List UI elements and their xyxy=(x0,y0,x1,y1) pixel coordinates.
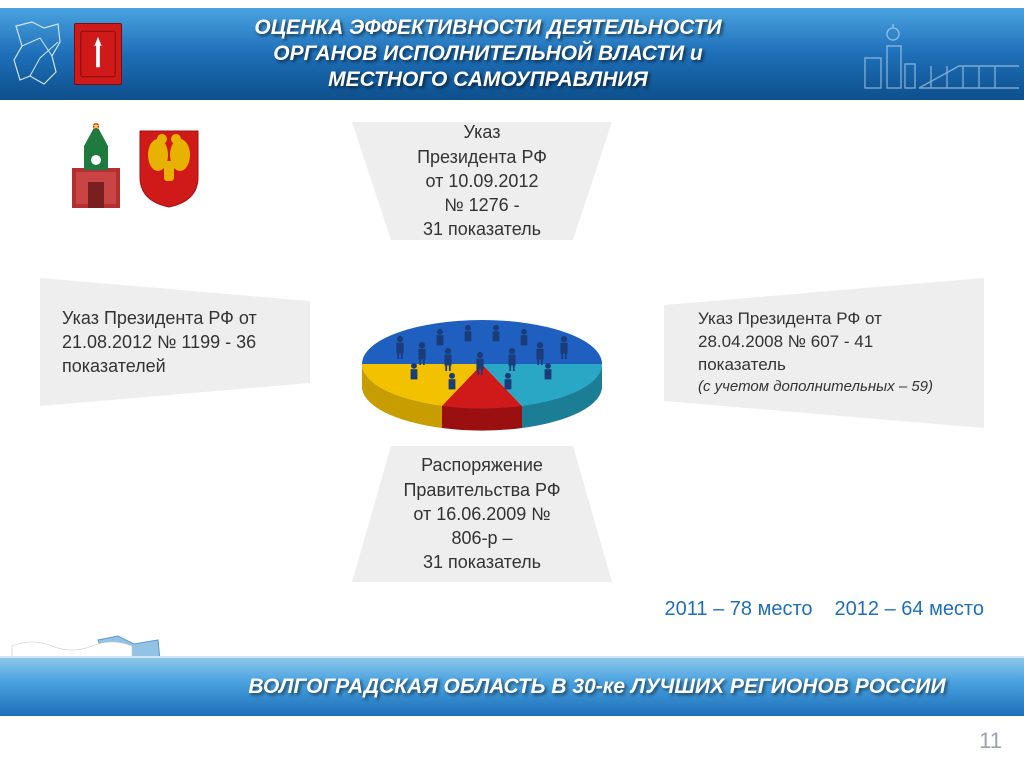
region-map-icon xyxy=(4,14,72,94)
rank-2011: 2011 – 78 место xyxy=(665,598,813,621)
callout-text: Указ Президента РФ от 28.04.2008 № 607 -… xyxy=(698,308,962,377)
top-banner: ОЦЕНКА ЭФФЕКТИВНОСТИ ДЕЯТЕЛЬНОСТИ ОРГАНО… xyxy=(0,8,1024,100)
page-title: ОЦЕНКА ЭФФЕКТИВНОСТИ ДЕЯТЕЛЬНОСТИ ОРГАНО… xyxy=(122,15,854,94)
rank-line: 2011 – 78 место 2012 – 64 место xyxy=(665,598,984,621)
rank-2012: 2012 – 64 место xyxy=(835,598,984,621)
callout-text: Указ Президента РФ от 10.09.2012 № 1276 … xyxy=(417,120,547,241)
title-line: МЕСТНОГО САМОУПРАВЛНИЯ xyxy=(328,68,648,91)
title-line: ОЦЕНКА ЭФФЕКТИВНОСТИ ДЕЯТЕЛЬНОСТИ xyxy=(254,16,721,39)
region-coat-of-arms-icon xyxy=(74,23,122,85)
bottom-title: ВОЛГОГРАДСКАЯ ОБЛАСТЬ В 30-ке ЛУЧШИХ РЕГ… xyxy=(0,675,1024,699)
callout-text: Указ Президента РФ от 21.08.2012 № 1199 … xyxy=(62,306,276,379)
city-skyline-icon xyxy=(854,14,1024,94)
main-diagram: Указ Президента РФ от 10.09.2012 № 1276 … xyxy=(0,108,1024,640)
callout-left: Указ Президента РФ от 21.08.2012 № 1199 … xyxy=(40,278,310,406)
pie-chart-3d xyxy=(352,304,612,434)
callout-right: Указ Президента РФ от 28.04.2008 № 607 -… xyxy=(664,278,984,428)
callout-text: Распоряжение Правительства РФ от 16.06.2… xyxy=(403,453,560,574)
page-number: 11 xyxy=(979,728,1002,754)
bottom-banner: ВОЛГОГРАДСКАЯ ОБЛАСТЬ В 30-ке ЛУЧШИХ РЕГ… xyxy=(0,656,1024,716)
callout-top: Указ Президента РФ от 10.09.2012 № 1276 … xyxy=(352,122,612,240)
title-line: ОРГАНОВ ИСПОЛНИТЕЛЬНОЙ ВЛАСТИ и xyxy=(273,42,702,65)
kremlin-and-eagle-icon xyxy=(64,122,204,212)
callout-bottom: Распоряжение Правительства РФ от 16.06.2… xyxy=(352,446,612,582)
callout-subnote: (с учетом дополнительных – 59) xyxy=(698,377,962,397)
